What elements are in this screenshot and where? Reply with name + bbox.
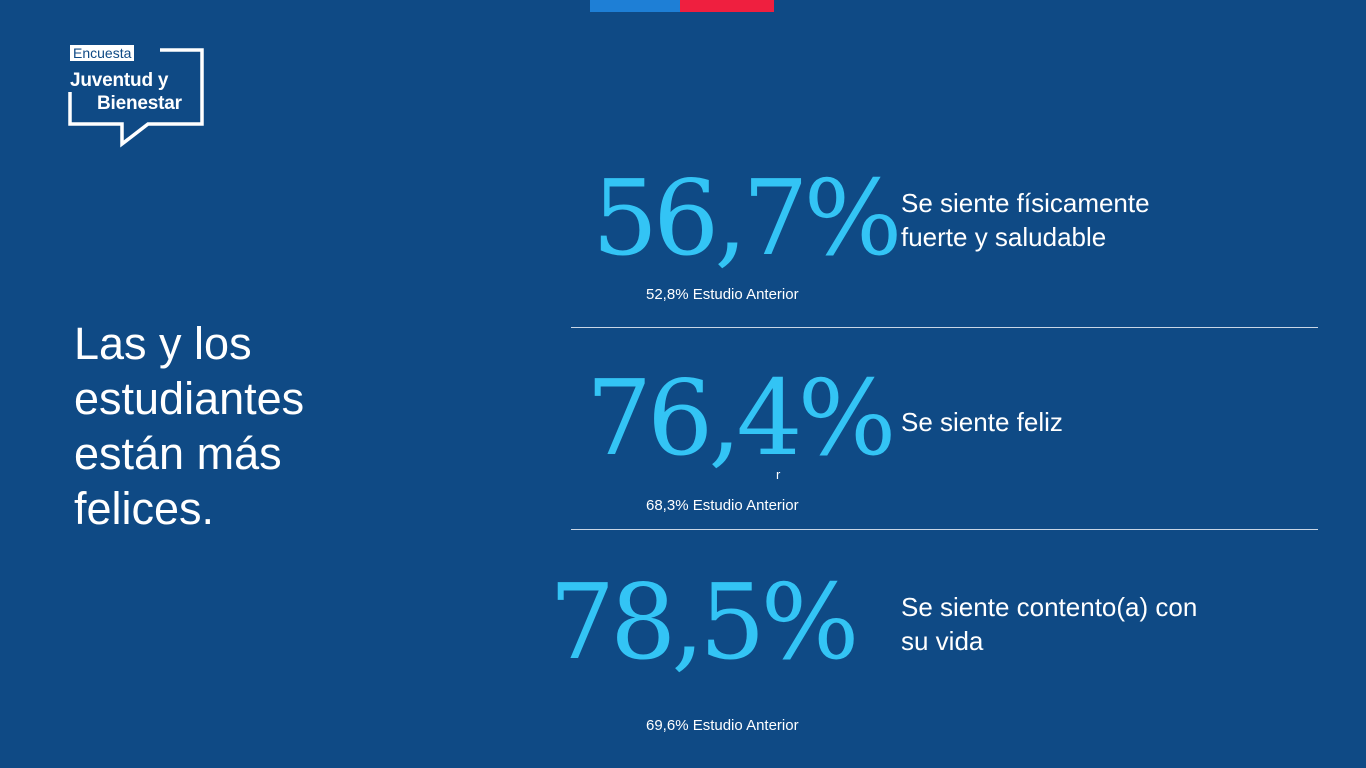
- stat-previous-physical: 52,8% Estudio Anterior: [646, 286, 799, 303]
- stat-label-content: Se siente contento(a) con su vida: [901, 592, 1198, 656]
- speech-bubble-icon: [68, 48, 204, 148]
- stat-label-physical: Se siente físicamente fuerte y saludable: [901, 188, 1150, 252]
- stat-value-physical: 56,7%: [592, 157, 902, 279]
- survey-logo: Encuesta Juventud y Bienestar: [64, 40, 214, 150]
- logo-title-line2: Bienestar: [97, 93, 182, 114]
- stat-previous-content: 69,6% Estudio Anterior: [646, 717, 799, 734]
- stat-value-happy: 76,4%: [586, 357, 896, 479]
- flag-stripe-blue: [590, 0, 680, 12]
- flag-stripe-red: [680, 0, 774, 12]
- flag-stripe: [590, 0, 774, 12]
- stat-previous-happy: 68,3% Estudio Anterior: [646, 497, 799, 514]
- stat-label-happy: Se siente feliz: [901, 407, 1063, 437]
- logo-tag: Encuesta: [70, 45, 135, 61]
- stat-value-content: 78,5%: [549, 561, 859, 683]
- divider: [571, 529, 1318, 530]
- divider: [571, 327, 1318, 328]
- logo-title-line1: Juventud y: [70, 70, 169, 91]
- stray-text: r: [776, 467, 781, 482]
- headline: Las y los estudiantes están más felices.: [74, 318, 305, 534]
